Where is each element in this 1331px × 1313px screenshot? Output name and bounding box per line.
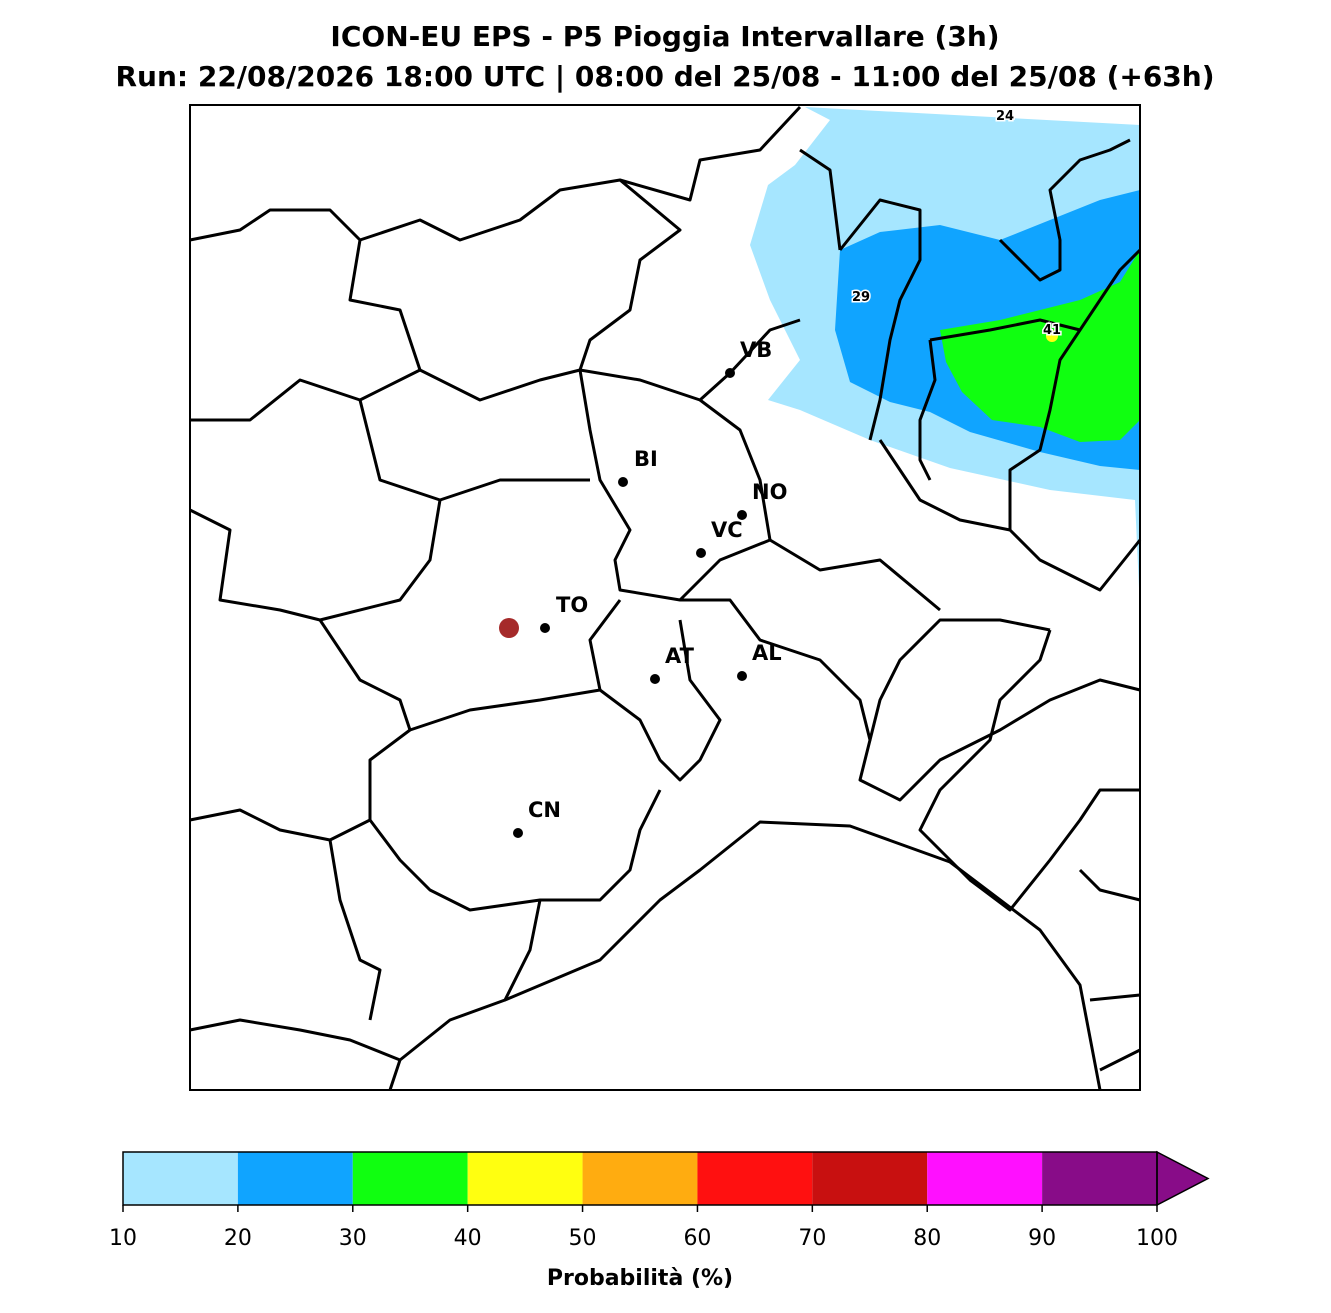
borders — [189, 105, 1142, 1091]
rain-40 — [1046, 330, 1058, 342]
city-dot — [618, 477, 628, 487]
city-dot — [737, 510, 747, 520]
city-label: AT — [665, 644, 695, 668]
city-label: NO — [752, 480, 787, 504]
contour-label: 29 — [852, 290, 870, 305]
colorbar-tick-label: 90 — [1028, 1226, 1056, 1251]
colorbar-segment — [812, 1152, 928, 1205]
colorbar-segment — [697, 1152, 813, 1205]
contour-label: 24 — [996, 109, 1014, 124]
colorbar-tick-label: 70 — [798, 1226, 826, 1251]
city-dot — [540, 623, 550, 633]
colorbar-segment — [582, 1152, 698, 1205]
city-dot — [650, 674, 660, 684]
city-dot — [725, 368, 735, 378]
colorbar-segment — [927, 1152, 1043, 1205]
colorbar-label: Probabilità (%) — [547, 1266, 733, 1291]
colorbar-tick-label: 30 — [339, 1226, 367, 1251]
contour-label: 41 — [1043, 323, 1061, 338]
colorbar: 10 20 30 40 50 60 70 80 90 100 — [109, 1150, 1210, 1251]
city-dot — [696, 548, 706, 558]
city-dot — [513, 828, 523, 838]
colorbar-tick-label: 50 — [569, 1226, 597, 1251]
subtitle: Run: 22/08/2026 18:00 UTC | 08:00 del 25… — [115, 60, 1214, 93]
cities: VB BI NO VC TO AT AL CN — [513, 338, 787, 838]
colorbar-extension — [1156, 1150, 1210, 1207]
colorbar-tick-label: 10 — [109, 1226, 137, 1251]
map-frame — [189, 104, 1141, 1091]
city-label: VB — [740, 338, 772, 362]
title: ICON-EU EPS - P5 Pioggia Intervallare (3… — [330, 20, 999, 53]
colorbar-tick-label: 40 — [454, 1226, 482, 1251]
colorbar-segment — [352, 1152, 468, 1205]
colorbar-segment — [1042, 1152, 1157, 1205]
city-label: TO — [556, 593, 588, 617]
colorbar-segment — [123, 1152, 238, 1205]
colorbar-tick-label: 60 — [683, 1226, 711, 1251]
location-marker — [499, 618, 519, 638]
colorbar-frame — [122, 1151, 1158, 1206]
city-label: AL — [752, 641, 782, 665]
city-dot — [737, 671, 747, 681]
rain-30 — [940, 250, 1140, 442]
colorbar-segment — [467, 1152, 583, 1205]
city-label: CN — [528, 798, 561, 822]
colorbar-tick-label: 100 — [1136, 1226, 1178, 1251]
map: VB BI NO VC TO AT AL CN 24 29 41 — [189, 104, 1142, 1091]
colorbar-segment — [237, 1152, 353, 1205]
colorbar-tick-label: 20 — [224, 1226, 252, 1251]
colorbar-tick-label: 80 — [913, 1226, 941, 1251]
city-label: BI — [634, 447, 658, 471]
city-label: VC — [711, 518, 743, 542]
